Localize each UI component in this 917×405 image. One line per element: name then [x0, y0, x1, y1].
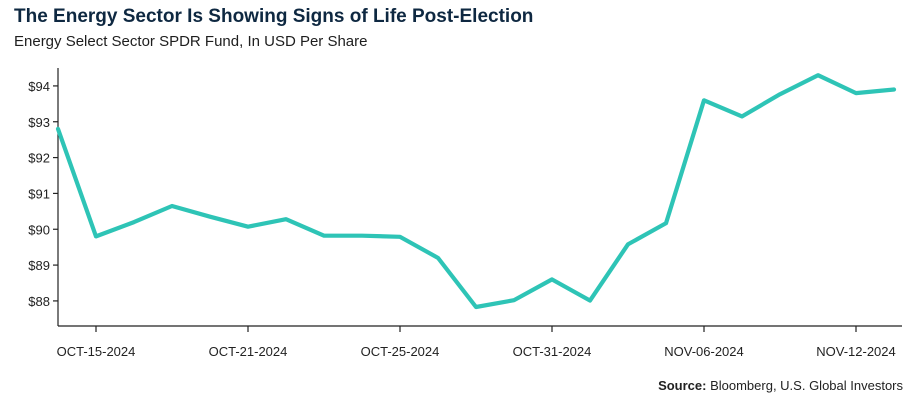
y-tick-label: $94 — [28, 79, 50, 94]
source-label: Source: — [658, 378, 707, 393]
chart-axes — [53, 68, 902, 332]
x-tick-label: OCT-25-2024 — [361, 344, 440, 359]
y-tick-label: $88 — [28, 294, 50, 309]
chart-title: The Energy Sector Is Showing Signs of Li… — [14, 6, 534, 27]
source-text: Bloomberg, U.S. Global Investors — [706, 378, 903, 393]
x-tick-label: NOV-12-2024 — [816, 344, 896, 359]
y-tick-label: $90 — [28, 222, 50, 237]
y-tick-label: $89 — [28, 258, 50, 273]
x-axis-labels: OCT-15-2024 OCT-21-2024 OCT-25-2024 OCT-31-… — [57, 344, 896, 359]
chart-subtitle: Energy Select Sector SPDR Fund, In USD P… — [14, 33, 368, 50]
y-tick-label: $92 — [28, 151, 50, 166]
x-tick-label: OCT-31-2024 — [513, 344, 592, 359]
series-group — [55, 73, 897, 310]
x-tick-label: OCT-15-2024 — [57, 344, 136, 359]
x-tick-label: OCT-21-2024 — [209, 344, 288, 359]
source-note: Source: Bloomberg, U.S. Global Investors — [658, 378, 903, 393]
series-line — [55, 73, 897, 310]
y-tick-label: $91 — [28, 186, 50, 201]
y-tick-label: $93 — [28, 115, 50, 130]
y-axis-labels: $88 $89 $90 $91 $92 $93 $94 — [28, 79, 50, 309]
x-tick-label: NOV-06-2024 — [664, 344, 744, 359]
